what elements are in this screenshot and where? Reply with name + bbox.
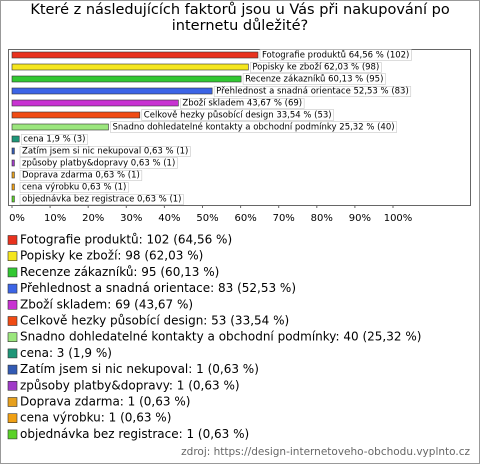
legend-label: Recenze zákazníků: 95 (60,13 %) [20, 265, 219, 279]
legend-swatch [7, 316, 18, 326]
bar [11, 147, 15, 155]
legend-swatch [7, 364, 18, 375]
bar [11, 135, 20, 143]
legend-swatch [7, 429, 18, 440]
bar-label: cena výrobku 0,63 % (1) [22, 183, 126, 193]
bar-label: cena 1,9 % (3) [23, 135, 85, 145]
bar [11, 51, 259, 59]
bar-label: Recenze zákazníků 60,13 % (95) [245, 74, 383, 85]
bar [11, 123, 109, 131]
legend-label: Doprava zdarma: 1 (0,63 %) [20, 395, 190, 409]
legend-swatch [7, 267, 18, 278]
x-tick-label: 40% [158, 213, 180, 224]
bar-label: Popisky ke zboží 62,03 % (98) [252, 63, 379, 73]
legend-swatch [7, 251, 18, 261]
bar [11, 63, 249, 71]
bar-label-bg [19, 170, 143, 181]
bar [11, 159, 15, 167]
x-tick-label: 10% [44, 213, 66, 224]
bar-label: Přehlednost a snadná orientace 52,53 % (… [216, 87, 409, 97]
bar-label-bg [141, 109, 334, 121]
bar-label-bg [259, 49, 412, 61]
legend-label: Snadno dohledatelné kontakty a obchodní … [20, 330, 421, 344]
bar-label-bg [19, 194, 184, 205]
bar-label: Snadno dohledatelné kontakty a obchodní … [112, 122, 394, 133]
legend-label: Fotografie produktů: 102 (64,56 %) [20, 233, 232, 247]
x-tick-label: 90% [349, 213, 371, 224]
x-tick-label: 60% [234, 213, 256, 224]
bar [11, 75, 242, 83]
x-tick-label: 70% [273, 213, 295, 224]
legend-label: cena: 3 (1,9 %) [20, 346, 112, 360]
bar-label: objednávka bez registrace 0,63 % (1) [22, 195, 182, 205]
bar-label: způsoby platby&dopravy 0,63 % (1) [22, 158, 175, 169]
bar-label-bg [20, 134, 88, 145]
bar-label-bg [180, 98, 305, 109]
bar-label-bg [19, 182, 129, 193]
bar [11, 87, 213, 95]
legend-label: Přehlednost a snadná orientace: 83 (52,5… [20, 281, 296, 295]
x-tick-label: 50% [196, 213, 218, 224]
legend-swatch [7, 235, 18, 245]
legend-label: způsoby platby&dopravy: 1 (0,63 %) [20, 378, 240, 392]
bar [11, 195, 15, 203]
bar-label-bg [242, 73, 386, 85]
x-tick-label: 100% [384, 213, 413, 224]
x-tick-label: 20% [82, 213, 104, 224]
legend-label: Zatím jsem si nic nekupoval: 1 (0,63 %) [20, 362, 259, 376]
bar-label-bg [250, 62, 382, 73]
legend-label: objednávka bez registrace: 1 (0,63 %) [20, 427, 249, 441]
bar-label-bg [19, 157, 178, 169]
bar [11, 111, 141, 119]
bar-label: Doprava zdarma 0,63 % (1) [22, 171, 140, 181]
legend-swatch [7, 299, 18, 310]
legend-swatch [7, 283, 18, 294]
x-tick-label: 0% [9, 213, 25, 224]
bar-label-bg [110, 121, 397, 133]
legend-swatch [7, 413, 18, 424]
legend-label: cena výrobku: 1 (0,63 %) [20, 411, 171, 425]
x-tick-label: 80% [311, 213, 333, 224]
bar [11, 171, 15, 179]
legend-label: Zboží skladem: 69 (43,67 %) [20, 297, 193, 311]
bar-label-bg [213, 86, 412, 97]
bar [11, 183, 15, 191]
source: zdroj: https://design-internetoveho-obch… [181, 446, 470, 458]
legend-swatch [7, 397, 18, 407]
chart-title: Které z následujících faktorů jsou u Vás… [30, 2, 450, 34]
legend-label: Popisky ke zboží: 98 (62,03 %) [20, 249, 203, 263]
bar-label: Fotografie produktů 64,56 % (102) [262, 50, 409, 61]
legend-swatch [7, 348, 18, 359]
x-tick-label: 30% [120, 213, 142, 224]
legend-label: Celkově hezky působící design: 53 (33,54… [20, 314, 289, 328]
legend-swatch [7, 332, 18, 343]
bar-label: Zatím jsem si nic nekupoval 0,63 % (1) [22, 147, 188, 157]
bar-label-bg [19, 146, 191, 157]
bar-label: Zboží skladem 43,67 % (69) [182, 99, 302, 109]
bar [11, 99, 179, 107]
bar-label: Celkově hezky působící design 33,54 % (5… [144, 110, 332, 121]
legend-swatch [7, 380, 18, 391]
